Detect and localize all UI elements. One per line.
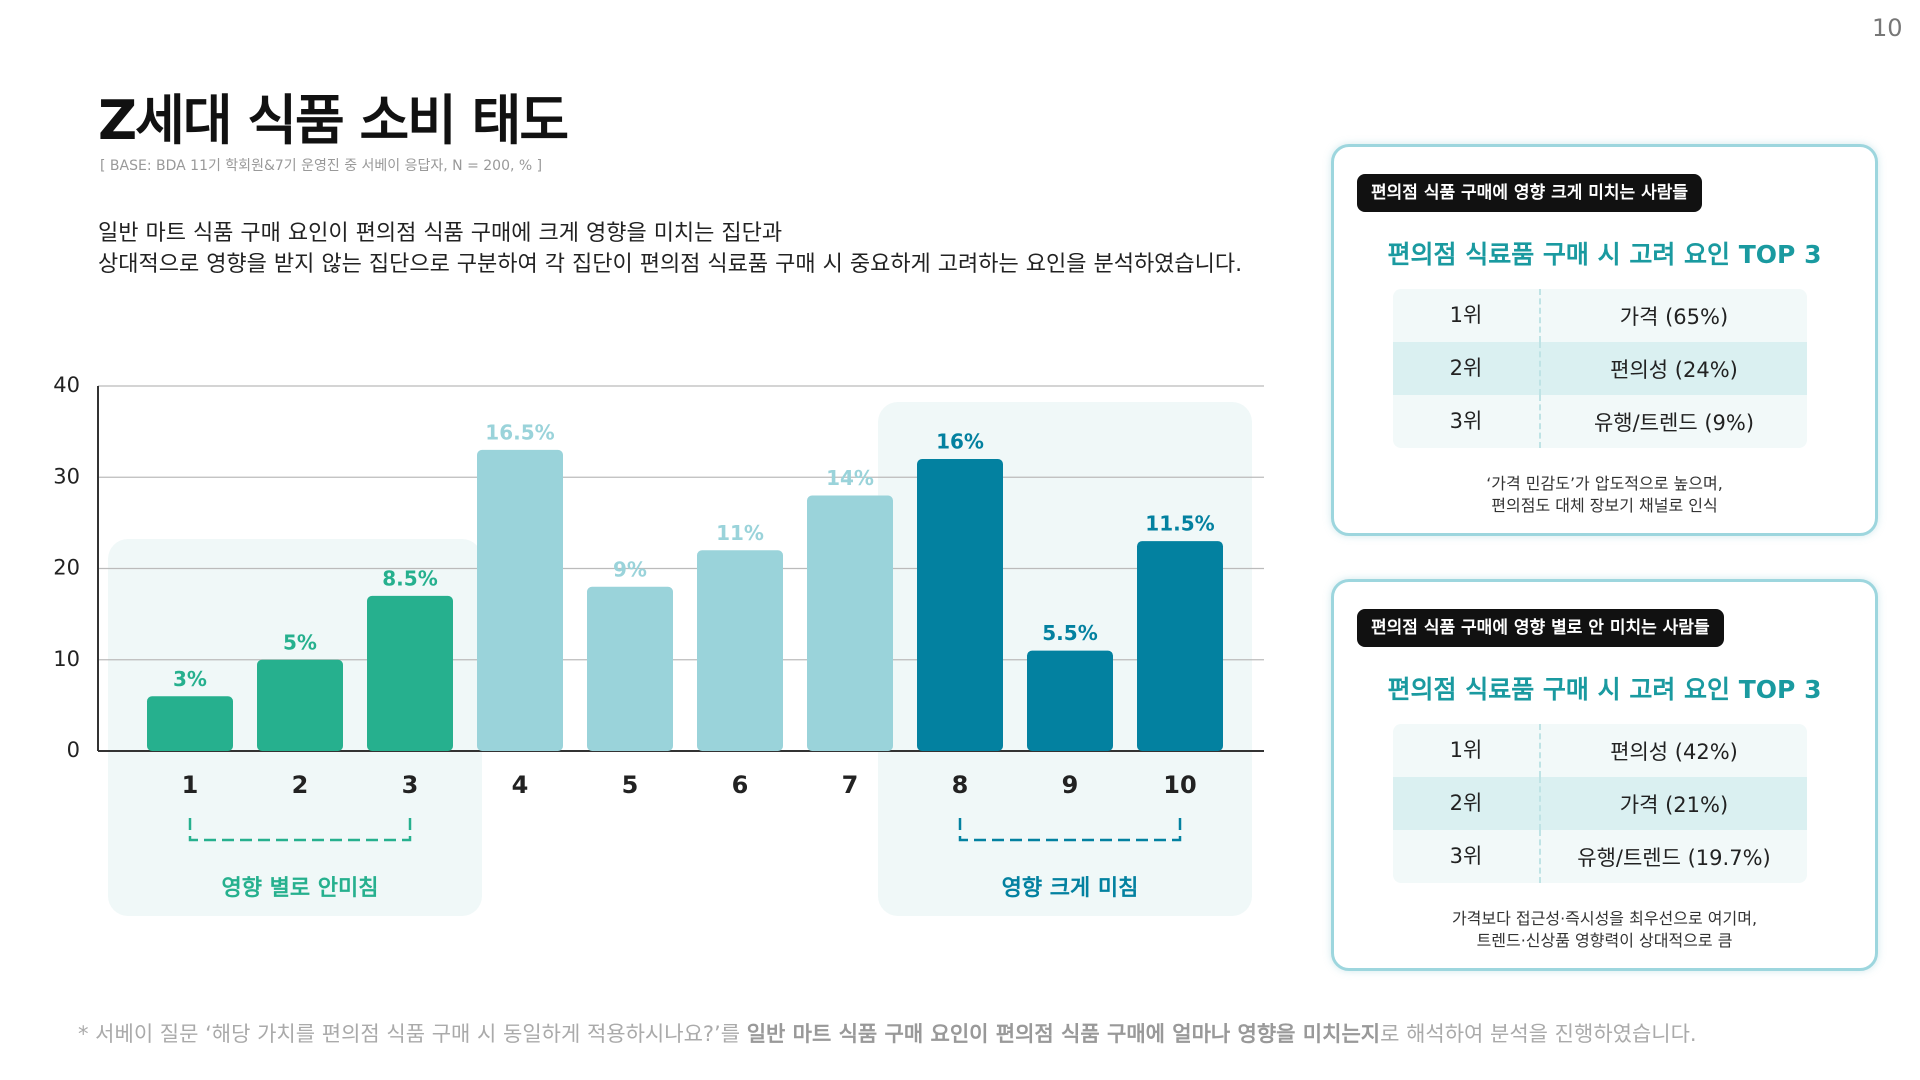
y-tick-label: 10 xyxy=(53,647,80,671)
rank-row: 3위 유행/트렌드 (19.7%) xyxy=(1393,830,1807,883)
value-label: 16.5% xyxy=(485,420,554,444)
group-bracket xyxy=(958,818,1182,842)
bar xyxy=(807,495,893,751)
card-heading: 편의점 식료품 구매 시 고려 요인 TOP 3 xyxy=(1387,675,1822,704)
value-label: 5% xyxy=(283,630,317,654)
bar xyxy=(1027,650,1113,751)
factor: 가격 (65%) xyxy=(1619,304,1729,329)
description-line: 일반 마트 식품 구매 요인이 편의점 식품 구매에 크게 영향을 미치는 집단… xyxy=(98,221,783,246)
x-tick-label: 6 xyxy=(732,771,749,799)
rank: 1위 xyxy=(1393,724,1541,777)
note-line: 가격보다 접근성·즉시성을 최우선으로 여기며, xyxy=(1451,909,1758,928)
card-note: ‘가격 민감도’가 압도적으로 높으며, 편의점도 대체 장보기 채널로 인식 xyxy=(1334,473,1875,517)
group-bracket xyxy=(188,818,412,842)
x-tick-label: 8 xyxy=(952,771,969,799)
value-label: 11% xyxy=(716,521,764,545)
x-tick-label: 7 xyxy=(842,771,859,799)
x-tick-label: 4 xyxy=(512,771,529,799)
rank: 1위 xyxy=(1393,289,1541,342)
bar xyxy=(147,696,233,751)
rank-row: 3위 유행/트렌드 (9%) xyxy=(1393,395,1807,448)
rank: 2위 xyxy=(1393,777,1541,830)
rank-row: 1위 편의성 (42%) xyxy=(1393,724,1807,777)
factor: 편의성 (42%) xyxy=(1610,739,1738,764)
bar xyxy=(917,459,1003,751)
factor: 편의성 (24%) xyxy=(1610,357,1738,382)
value-label: 11.5% xyxy=(1145,512,1214,536)
y-tick-label: 0 xyxy=(67,738,80,762)
rank: 2위 xyxy=(1393,342,1541,395)
bar xyxy=(697,550,783,751)
value-label: 8.5% xyxy=(382,566,437,590)
value-label: 9% xyxy=(613,557,647,581)
footnote-part: * 서베이 질문 ‘해당 가치를 편의점 식품 구매 시 동일하게 적용하시나요… xyxy=(78,1022,747,1046)
value-label: 3% xyxy=(173,667,207,691)
rank-table: 1위 편의성 (42%) 2위 가격 (21%) 3위 유행/트렌드 (19.7%) xyxy=(1393,724,1807,883)
x-tick-label: 3 xyxy=(402,771,419,799)
rank-row: 2위 가격 (21%) xyxy=(1393,777,1807,830)
group-label: 영향 별로 안미침 xyxy=(222,876,379,901)
card-note: 가격보다 접근성·즉시성을 최우선으로 여기며, 트렌드·신상품 영향력이 상대적… xyxy=(1334,908,1875,952)
bar xyxy=(587,586,673,751)
group-label: 영향 크게 미침 xyxy=(1002,876,1139,901)
rank-row: 1위 가격 (65%) xyxy=(1393,289,1807,342)
base-note: [ BASE: BDA 11기 학회원&7기 운영진 중 서베이 응답자, N … xyxy=(100,158,543,174)
x-tick-label: 10 xyxy=(1163,771,1196,799)
card-tag: 편의점 식품 구매에 영향 크게 미치는 사람들 xyxy=(1357,174,1703,212)
y-tick-label: 20 xyxy=(53,556,80,580)
x-tick-label: 9 xyxy=(1062,771,1079,799)
footnote: * 서베이 질문 ‘해당 가치를 편의점 식품 구매 시 동일하게 적용하시나요… xyxy=(78,1018,1697,1048)
rank-table: 1위 가격 (65%) 2위 편의성 (24%) 3위 유행/트렌드 (9%) xyxy=(1393,289,1807,448)
chart: 영향 별로 안미침 영향 크게 미침 0 10 20 30 40 1 3% 2 5% 3 8.5% 4 16… xyxy=(53,373,1264,916)
value-label: 16% xyxy=(936,430,984,454)
x-tick-label: 5 xyxy=(622,771,639,799)
footnote-part: 로 해석하여 분석을 진행하였습니다. xyxy=(1380,1022,1697,1046)
factor: 가격 (21%) xyxy=(1619,792,1729,817)
bar xyxy=(257,659,343,751)
value-label: 5.5% xyxy=(1042,621,1097,645)
rank: 3위 xyxy=(1393,830,1541,883)
description: 일반 마트 식품 구매 요인이 편의점 식품 구매에 크게 영향을 미치는 집단… xyxy=(98,218,1242,280)
page-number: 10 xyxy=(1872,14,1903,42)
x-tick-label: 1 xyxy=(182,771,199,799)
bar xyxy=(477,449,563,751)
title: Z세대 식품 소비 태도 xyxy=(98,89,569,152)
note-line: ‘가격 민감도’가 압도적으로 높으며, xyxy=(1486,474,1723,493)
factor: 유행/트렌드 (19.7%) xyxy=(1577,845,1771,870)
x-tick-label: 2 xyxy=(292,771,309,799)
y-tick-label: 40 xyxy=(53,373,80,397)
bar xyxy=(1137,541,1223,751)
factor: 유행/트렌드 (9%) xyxy=(1593,410,1755,435)
note-line: 편의점도 대체 장보기 채널로 인식 xyxy=(1491,496,1718,515)
note-line: 트렌드·신상품 영향력이 상대적으로 큼 xyxy=(1476,931,1733,950)
card-tag: 편의점 식품 구매에 영향 별로 안 미치는 사람들 xyxy=(1357,609,1724,647)
bar xyxy=(367,595,453,751)
description-line: 상대적으로 영향을 받지 않는 집단으로 구분하여 각 집단이 편의점 식료품 … xyxy=(98,252,1243,277)
card-heading: 편의점 식료품 구매 시 고려 요인 TOP 3 xyxy=(1387,240,1822,269)
footnote-part: 일반 마트 식품 구매 요인이 편의점 식품 구매에 얼마나 영향을 미치는지 xyxy=(746,1022,1381,1046)
rank: 3위 xyxy=(1393,395,1541,448)
value-label: 14% xyxy=(826,466,874,490)
rank-row: 2위 편의성 (24%) xyxy=(1393,342,1807,395)
y-tick-label: 30 xyxy=(53,464,80,488)
